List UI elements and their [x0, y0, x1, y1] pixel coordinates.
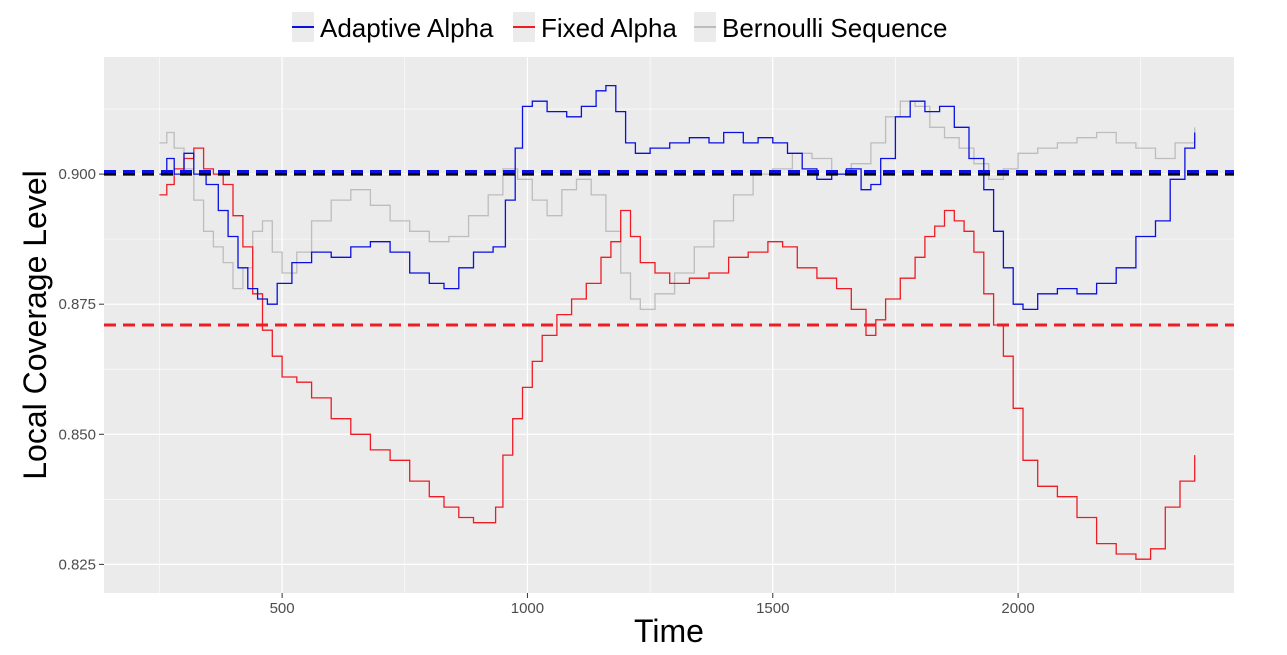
- axis-ticks: 500 1000 1500 2000 0.825 0.850 0.875 0.900: [58, 166, 1034, 617]
- legend-label-adaptive: Adaptive Alpha: [320, 13, 494, 43]
- x-tick-label: 1000: [511, 600, 544, 617]
- reference-lines: [104, 169, 1234, 327]
- y-tick-label: 0.850: [58, 426, 96, 443]
- legend: Adaptive Alpha Fixed Alpha Bernoulli Seq…: [292, 12, 948, 43]
- y-tick-label: 0.825: [58, 556, 96, 573]
- series-line-adaptive: [159, 84, 1196, 311]
- series-line-bernoulli: [159, 100, 1196, 311]
- legend-label-fixed: Fixed Alpha: [541, 13, 677, 43]
- y-tick-label: 0.900: [58, 166, 96, 183]
- x-tick-label: 500: [270, 600, 295, 617]
- y-axis-title: Local Coverage Level: [17, 170, 53, 480]
- x-tick-label: 2000: [1001, 600, 1034, 617]
- x-tick-label: 1500: [756, 600, 789, 617]
- legend-label-bernoulli: Bernoulli Sequence: [722, 13, 948, 43]
- grid-minor: [104, 57, 1234, 593]
- x-axis-title: Time: [634, 613, 704, 649]
- grid-major: [104, 57, 1234, 593]
- y-tick-label: 0.875: [58, 296, 96, 313]
